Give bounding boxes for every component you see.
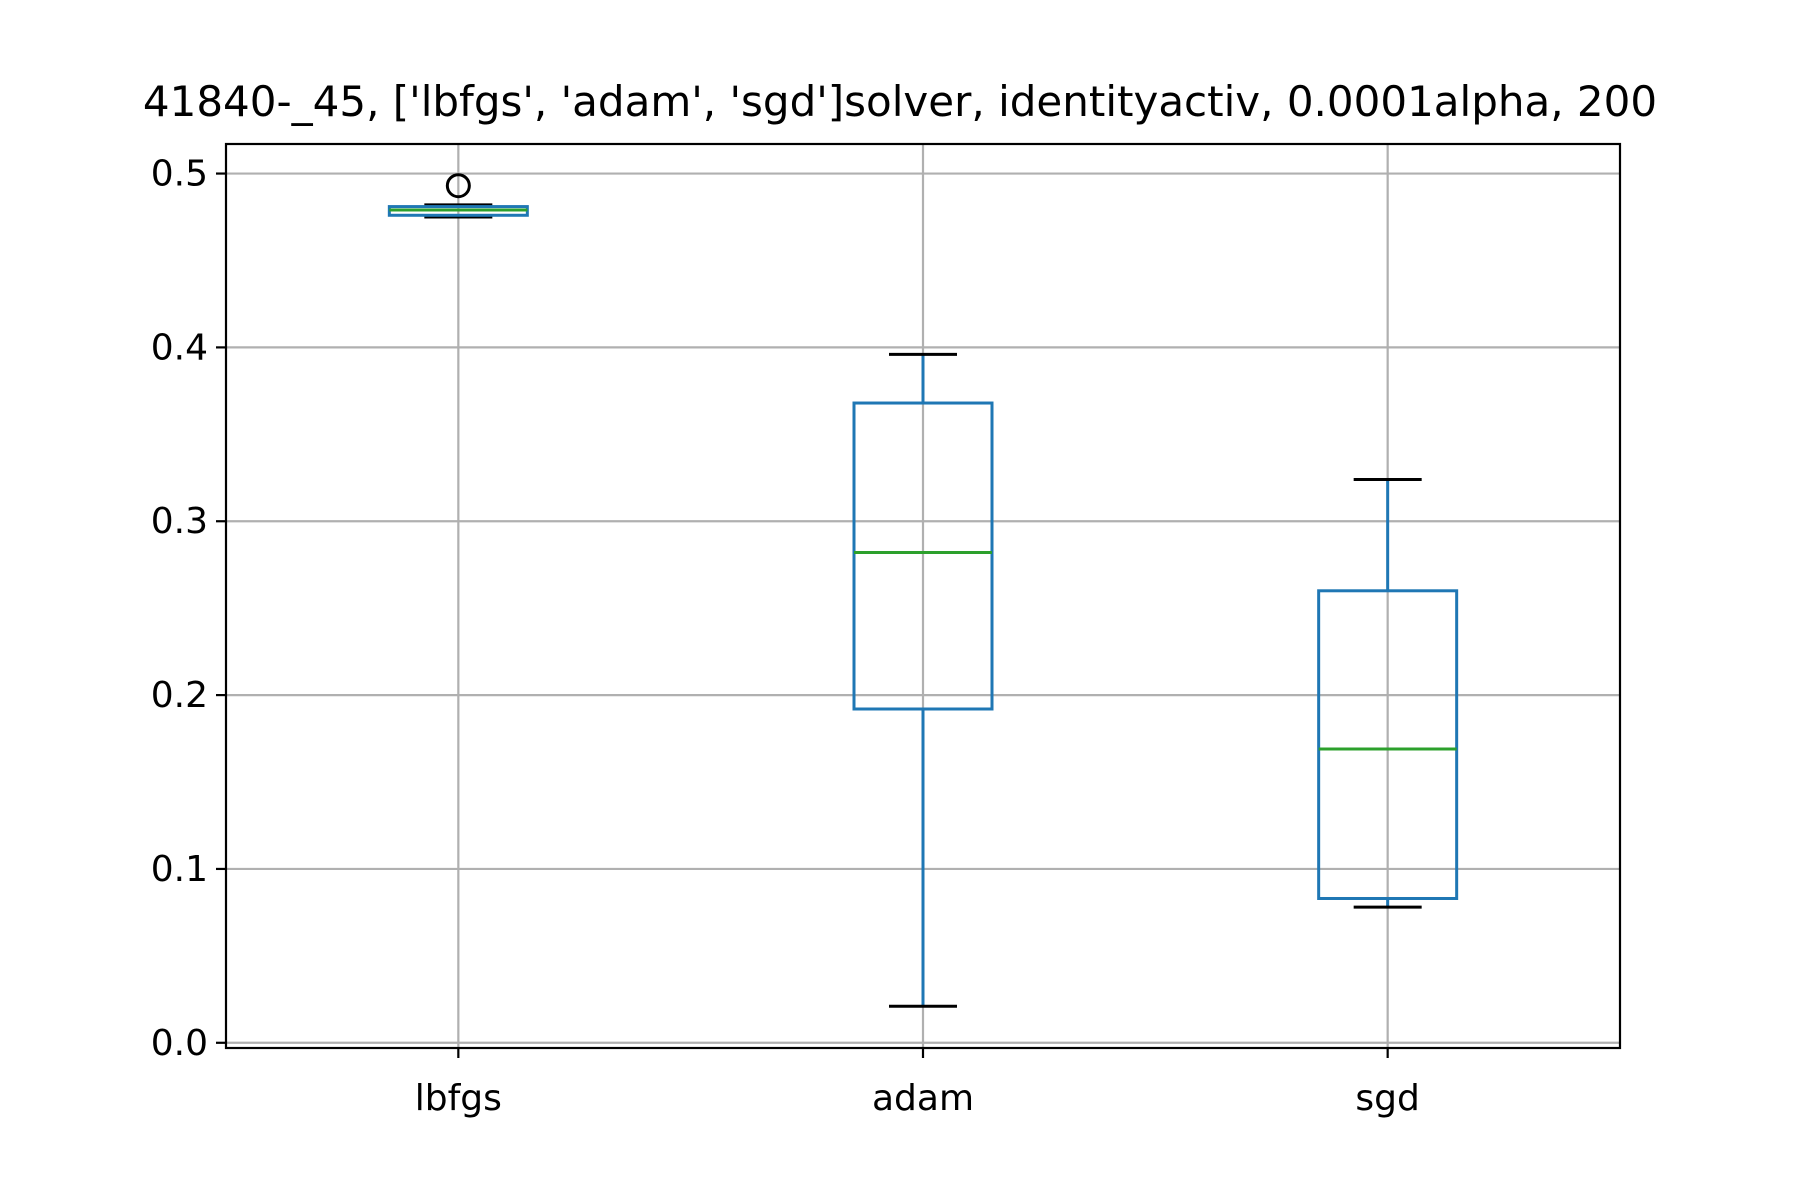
box-sgd (1317, 478, 1459, 909)
x-tick-label: sgd (1355, 1078, 1419, 1119)
box-adam (852, 352, 994, 1008)
y-tick-label: 0.5 (151, 154, 208, 195)
y-tick-label: 0.4 (151, 327, 208, 368)
chart-title: 41840-_45, ['lbfgs', 'adam', 'sgd']solve… (143, 77, 1657, 126)
box-iqr (852, 401, 994, 711)
box-series (387, 173, 1459, 1008)
box-lbfgs (387, 173, 529, 219)
box-iqr (1317, 589, 1459, 900)
y-tick-label: 0.0 (151, 1023, 208, 1064)
x-tick-label: lbfgs (415, 1078, 502, 1119)
y-tick-label: 0.1 (151, 849, 208, 890)
y-tick-label: 0.2 (151, 675, 208, 716)
axis-ticks: 0.0 0.1 0.2 0.3 0.4 0.5 lbfgs adam sgd (151, 154, 1420, 1119)
x-tick-label: adam (872, 1078, 974, 1119)
y-tick-label: 0.3 (151, 501, 208, 542)
outlier-point (445, 173, 471, 199)
